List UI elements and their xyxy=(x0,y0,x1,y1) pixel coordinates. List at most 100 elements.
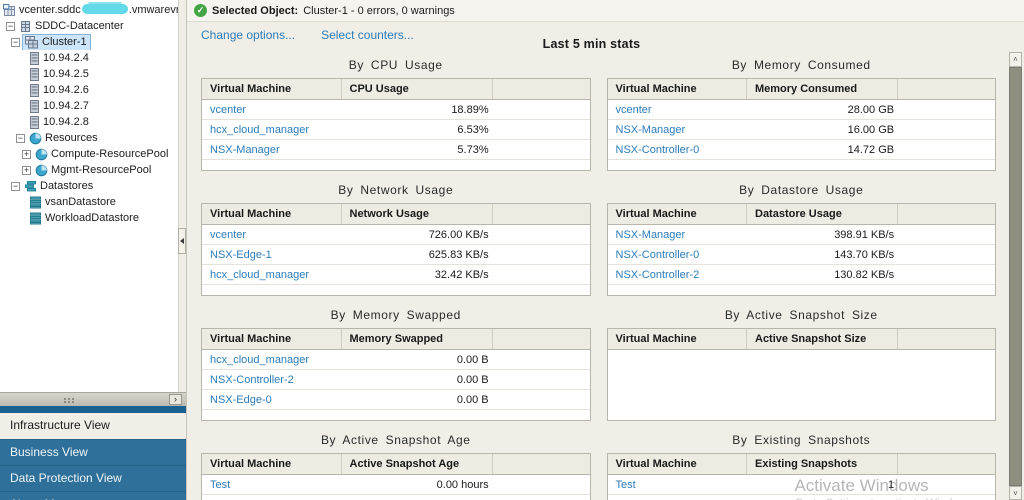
vm-link[interactable]: NSX-Controller-0 xyxy=(615,143,700,156)
column-header-metric[interactable]: Datastore Usage xyxy=(747,204,899,224)
vm-link[interactable]: Test xyxy=(210,478,231,491)
view-button-data-protection-view[interactable]: Data Protection View xyxy=(0,465,186,491)
column-header-vm[interactable]: Virtual Machine xyxy=(608,454,747,474)
tree-item-vcenter-root[interactable]: vcenter.sddc .vmwarevmc.com xyxy=(0,2,186,18)
collapse-expander-icon[interactable]: − xyxy=(16,132,25,143)
vm-link[interactable]: NSX-Controller-0 xyxy=(615,248,700,261)
table-by-datastore-usage: Virtual Machine Datastore Usage NSX-Manage… xyxy=(606,203,996,296)
table-row[interactable]: hcx_cloud_manager 0.00 B xyxy=(202,350,590,370)
table-row[interactable]: vcenter 726.00 KB/s xyxy=(202,225,590,245)
table-body xyxy=(607,350,995,420)
vm-link[interactable]: vcenter xyxy=(210,103,247,116)
tree-item-10-94-2-7[interactable]: +10.94.2.7 xyxy=(0,98,186,114)
vm-link[interactable]: hcx_cloud_manager xyxy=(210,123,310,136)
column-header-vm[interactable]: Virtual Machine xyxy=(202,329,342,349)
stats-grid: By CPU Usage Virtual Machine CPU Usage vcen… xyxy=(187,52,1024,500)
collapse-expander-icon[interactable]: − xyxy=(11,180,20,191)
table-row[interactable]: NSX-Edge-0 0.00 B xyxy=(202,390,590,410)
vm-link[interactable]: NSX-Manager xyxy=(615,123,686,136)
collapse-expander-icon[interactable]: − xyxy=(11,36,20,47)
vertical-scrollbar[interactable]: ˄ ˅ xyxy=(1009,52,1022,500)
vm-link[interactable]: NSX-Manager xyxy=(615,228,686,241)
vm-link[interactable]: hcx_cloud_manager xyxy=(210,268,310,281)
table-row[interactable]: hcx_cloud_manager 32.42 KB/s xyxy=(202,265,590,285)
tree-item-10-94-2-4[interactable]: +10.94.2.4 xyxy=(0,50,186,66)
select-counters-link[interactable]: Select counters... xyxy=(321,28,414,42)
tree-item-10-94-2-5[interactable]: +10.94.2.5 xyxy=(0,66,186,82)
stats-section-by-active-snapshot-age: By Active Snapshot Age Virtual Machine Act… xyxy=(201,433,591,500)
view-button-infrastructure-view[interactable]: Infrastructure View xyxy=(0,413,186,439)
column-header-vm[interactable]: Virtual Machine xyxy=(608,204,747,224)
collapse-expander-icon[interactable]: − xyxy=(6,20,15,31)
tree-item-mgmt-resourcepool[interactable]: + Mgmt-ResourcePool xyxy=(0,162,186,178)
table-row[interactable]: NSX-Controller-0 14.72 GB xyxy=(607,140,995,160)
tree-item-vsandatastore[interactable]: +vsanDatastore xyxy=(0,194,186,210)
column-header-metric[interactable]: Existing Snapshots xyxy=(747,454,899,474)
column-header-metric[interactable]: Network Usage xyxy=(342,204,493,224)
table-row[interactable]: NSX-Manager 16.00 GB xyxy=(607,120,995,140)
table-body: NSX-Manager 398.91 KB/s NSX-Controller-0 14… xyxy=(607,225,995,295)
tree-item-compute-resourcepool[interactable]: + Compute-ResourcePool xyxy=(0,146,186,162)
column-header-vm[interactable]: Virtual Machine xyxy=(202,204,342,224)
tree-item-10-94-2-8[interactable]: +10.94.2.8 xyxy=(0,114,186,130)
column-header-metric[interactable]: CPU Usage xyxy=(342,79,493,99)
vm-link[interactable]: vcenter xyxy=(615,103,652,116)
metric-value: 0.00 B xyxy=(456,393,489,406)
resource-pool-icon xyxy=(35,164,48,177)
table-row[interactable]: NSX-Controller-2 0.00 B xyxy=(202,370,590,390)
metric-value: 32.42 KB/s xyxy=(434,268,489,281)
tree-item-10-94-2-6[interactable]: +10.94.2.6 xyxy=(0,82,186,98)
tree-collapse-handle[interactable] xyxy=(178,228,186,254)
change-options-link[interactable]: Change options... xyxy=(201,28,296,42)
table-row[interactable]: vcenter 28.00 GB xyxy=(607,100,995,120)
expand-expander-icon[interactable]: + xyxy=(22,148,31,159)
table-body: vcenter 18.89% hcx_cloud_manager 6.53% NSX-M… xyxy=(202,100,590,170)
tree-item-sddc-datacenter[interactable]: − SDDC-Datacenter xyxy=(0,18,186,34)
column-header-metric[interactable]: Active Snapshot Size xyxy=(747,329,899,349)
vm-link[interactable]: NSX-Edge-0 xyxy=(210,393,272,406)
column-header-metric[interactable]: Memory Swapped xyxy=(342,329,493,349)
table-row[interactable]: NSX-Controller-2 130.82 KB/s xyxy=(607,265,995,285)
scroll-up-icon[interactable]: ˄ xyxy=(1009,52,1022,67)
view-switcher: Infrastructure View Business View Data Pro… xyxy=(0,413,186,500)
tree-node: Mgmt-ResourcePool xyxy=(34,163,154,178)
expand-expander-icon[interactable]: + xyxy=(22,164,31,175)
column-header-vm[interactable]: Virtual Machine xyxy=(202,454,342,474)
table-row[interactable]: NSX-Manager 398.91 KB/s xyxy=(607,225,995,245)
column-header-metric[interactable]: Memory Consumed xyxy=(747,79,899,99)
tree-node: 10.94.2.7 xyxy=(28,99,92,114)
scrollbar-thumb[interactable] xyxy=(1009,67,1022,486)
table-row[interactable]: vcenter 18.89% xyxy=(202,100,590,120)
vm-link[interactable]: NSX-Edge-1 xyxy=(210,248,272,261)
table-row[interactable]: NSX-Edge-1 625.83 KB/s xyxy=(202,245,590,265)
vm-link[interactable]: NSX-Manager xyxy=(210,143,280,156)
column-header-vm[interactable]: Virtual Machine xyxy=(608,79,747,99)
vm-link[interactable]: hcx_cloud_manager xyxy=(210,353,310,366)
scroll-down-icon[interactable]: ˅ xyxy=(1009,486,1022,500)
vm-link[interactable]: NSX-Controller-2 xyxy=(210,373,294,386)
vm-link[interactable]: NSX-Controller-2 xyxy=(615,268,700,281)
vm-link[interactable]: vcenter xyxy=(210,228,247,241)
panel-splitter[interactable]: › xyxy=(0,392,186,406)
vm-link[interactable]: Test xyxy=(615,478,636,491)
view-button-alarm-management[interactable]: Alarm Management xyxy=(0,491,186,500)
view-button-business-view[interactable]: Business View xyxy=(0,439,186,465)
tree-item-datastores[interactable]: − Datastores xyxy=(0,178,186,194)
column-header-metric[interactable]: Active Snapshot Age xyxy=(342,454,493,474)
table-row[interactable]: Test 0.00 hours xyxy=(202,475,590,495)
column-header-vm[interactable]: Virtual Machine xyxy=(608,329,747,349)
tree-item-cluster-1[interactable]: − Cluster-1 xyxy=(0,34,186,50)
expand-panel-button[interactable]: › xyxy=(169,394,182,405)
tree-item-label: 10.94.2.6 xyxy=(43,84,89,96)
table-row[interactable]: Test 1 xyxy=(607,475,995,495)
tree-item-workloaddatastore[interactable]: +WorkloadDatastore xyxy=(0,210,186,226)
tree-item-label: 10.94.2.5 xyxy=(43,68,89,80)
table-row[interactable]: hcx_cloud_manager 6.53% xyxy=(202,120,590,140)
table-title: By Datastore Usage xyxy=(739,183,864,197)
column-header-vm[interactable]: Virtual Machine xyxy=(202,79,342,99)
table-row[interactable]: NSX-Controller-0 143.70 KB/s xyxy=(607,245,995,265)
tree-item-resources[interactable]: − Resources xyxy=(0,130,186,146)
metric-value: 398.91 KB/s xyxy=(834,228,895,241)
table-row[interactable]: NSX-Manager 5.73% xyxy=(202,140,590,160)
tree-item-label: WorkloadDatastore xyxy=(45,212,139,224)
